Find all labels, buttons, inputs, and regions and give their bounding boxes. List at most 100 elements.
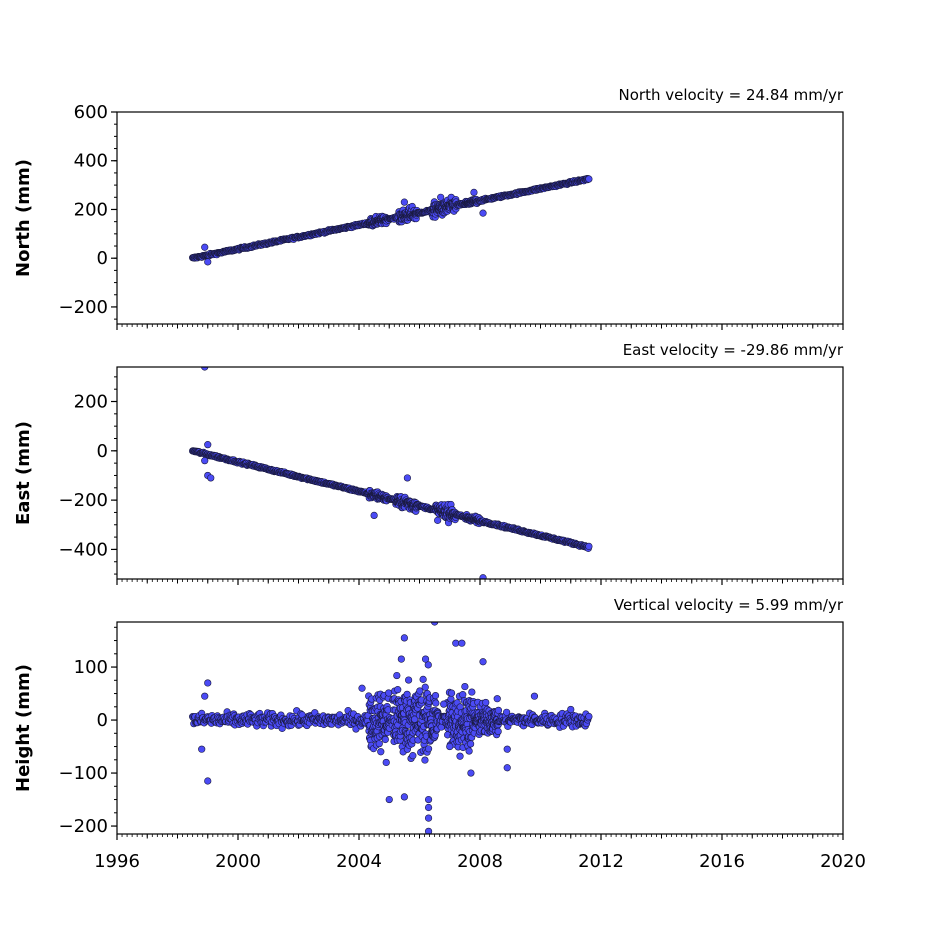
y-tick-label: −200 [59, 490, 108, 511]
data-point [434, 516, 442, 524]
data-point [421, 655, 430, 663]
data-point [204, 679, 212, 687]
data-point [424, 803, 433, 812]
data-point [416, 687, 424, 695]
data-point [585, 542, 593, 550]
data-point [467, 740, 475, 748]
x-tick-label: 2008 [457, 851, 503, 872]
data-point [503, 764, 511, 772]
panel-3: −200 −100 0 100 1996 2000 2004 2008 2012 2016 2020… [13, 596, 866, 872]
data-point [459, 691, 467, 699]
data-point [465, 747, 473, 755]
data-point [479, 209, 487, 217]
data-point [567, 705, 575, 714]
y-tick-label: 100 [74, 657, 108, 678]
y-tick-label: −100 [59, 763, 108, 784]
data-point [493, 695, 501, 703]
data-point [198, 745, 206, 753]
data-point [201, 457, 209, 465]
data-point [381, 735, 389, 744]
data-point [458, 639, 466, 647]
data-point [201, 692, 209, 700]
data-point [400, 793, 408, 801]
data-points [189, 367, 593, 579]
data-point [467, 769, 475, 777]
y-tick-label: 400 [74, 151, 108, 172]
data-point [382, 758, 390, 767]
x-tick-label: 2020 [820, 851, 866, 872]
y-tick-label: −200 [59, 816, 108, 837]
y-tick-label: 600 [74, 102, 108, 123]
data-point [424, 661, 432, 669]
data-point [452, 639, 460, 647]
data-point [585, 175, 593, 183]
data-point [424, 745, 433, 753]
data-point [530, 692, 539, 700]
data-point [456, 752, 464, 760]
y-tick-label: 200 [74, 199, 108, 220]
data-point [503, 708, 511, 716]
data-point [431, 691, 440, 700]
data-point [385, 689, 393, 697]
y-tick-label: 0 [97, 710, 108, 731]
data-point [479, 574, 487, 579]
data-point [397, 655, 405, 663]
y-tick-label: −200 [59, 297, 108, 318]
data-point [424, 814, 433, 822]
data-point [400, 634, 408, 642]
data-points [189, 622, 593, 834]
data-point [370, 511, 378, 520]
data-point [375, 740, 383, 748]
data-point [393, 671, 401, 680]
data-point [424, 795, 433, 804]
data-point [585, 712, 593, 721]
velocity-annotation: Vertical velocity = 5.99 mm/yr [614, 596, 844, 614]
data-point [470, 188, 478, 197]
y-tick-label: 0 [97, 441, 108, 462]
velocity-annotation: North velocity = 24.84 mm/yr [619, 86, 844, 104]
data-point [468, 688, 476, 696]
x-tick-label: 2000 [215, 851, 261, 872]
data-point [447, 689, 456, 697]
data-point [503, 745, 511, 753]
y-axis-label: East (mm) [13, 421, 34, 525]
y-tick-label: −400 [59, 539, 108, 560]
data-point [461, 682, 469, 691]
data-points [189, 175, 593, 266]
panel-2: −400 −200 0 200 East (mm) East velocity = -29… [13, 341, 844, 585]
x-tick-label: 1996 [94, 851, 140, 872]
data-point [494, 727, 502, 736]
plot-frame [116, 366, 844, 580]
data-point [400, 198, 408, 206]
data-point [405, 676, 413, 684]
velocity-annotation: East velocity = -29.86 mm/yr [623, 341, 844, 359]
data-point [385, 795, 393, 804]
data-point [479, 658, 487, 666]
data-point [201, 243, 209, 251]
data-point [437, 193, 445, 201]
data-point [419, 675, 427, 683]
data-point [207, 474, 215, 482]
data-point [204, 258, 212, 266]
data-point [424, 827, 433, 834]
data-point [494, 706, 503, 714]
data-point [440, 700, 448, 708]
y-tick-label: 0 [97, 248, 108, 269]
data-point [204, 441, 212, 449]
data-point [432, 699, 440, 707]
data-point [358, 684, 366, 692]
data-point [421, 756, 429, 764]
data-point [446, 742, 454, 751]
x-tick-label: 2004 [336, 851, 382, 872]
data-point [403, 474, 412, 482]
y-axis-label: Height (mm) [13, 664, 34, 792]
data-point [394, 686, 402, 694]
y-axis-label: North (mm) [13, 159, 34, 277]
data-point [377, 748, 385, 756]
data-point [409, 752, 417, 760]
data-point [204, 777, 212, 785]
data-point [447, 695, 455, 703]
panel-1: −200 0 200 400 600 North (mm) North velocity =… [13, 86, 844, 330]
data-point [482, 698, 490, 707]
